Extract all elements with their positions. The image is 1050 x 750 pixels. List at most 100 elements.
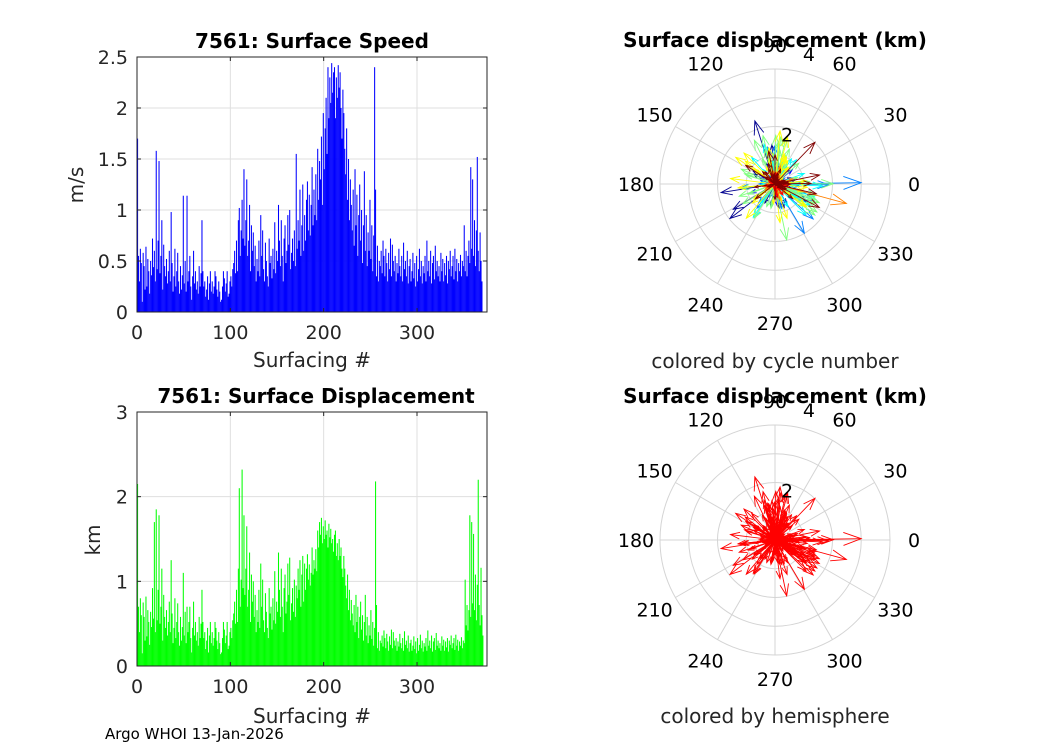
bar	[183, 283, 185, 312]
y-tick-label: 2.5	[98, 47, 128, 69]
bar	[204, 281, 206, 312]
arrow-head	[802, 208, 815, 220]
arrow-head	[764, 170, 770, 176]
bar	[236, 621, 238, 666]
bar	[173, 627, 175, 666]
arrow-head	[800, 539, 809, 546]
bar	[225, 635, 227, 666]
bar	[450, 635, 452, 666]
bar	[481, 615, 483, 666]
bar	[352, 189, 354, 312]
arrow-head	[761, 134, 770, 147]
bar	[187, 281, 189, 312]
arrow-head	[734, 512, 746, 523]
bar	[429, 276, 431, 312]
displacement-arrow	[745, 520, 776, 541]
bar	[171, 613, 173, 666]
bar	[283, 238, 285, 312]
bar	[427, 630, 429, 666]
displacement-arrow	[774, 539, 817, 551]
bar	[348, 589, 350, 666]
bar	[153, 522, 155, 666]
bar	[192, 627, 194, 666]
bar	[206, 640, 208, 666]
bar	[198, 266, 200, 312]
bar	[336, 543, 338, 666]
bar	[452, 643, 454, 666]
bar	[480, 261, 482, 312]
bar	[254, 245, 256, 312]
bar	[152, 618, 154, 666]
y-tick-label: 0	[116, 302, 128, 324]
displacement-arrow	[745, 164, 776, 185]
bar	[140, 615, 142, 666]
bar	[438, 648, 440, 666]
bar	[403, 650, 405, 666]
bar	[418, 248, 420, 312]
bar	[325, 534, 327, 666]
bar	[234, 601, 236, 666]
arrow-head	[761, 514, 768, 522]
y-tick-label: 0.5	[98, 251, 128, 273]
bar	[226, 621, 228, 666]
displacement-arrow	[774, 525, 781, 541]
bar	[475, 620, 477, 666]
bar	[364, 250, 366, 312]
bar	[223, 629, 225, 666]
bar	[330, 102, 332, 313]
polar-angle-label: 90	[763, 35, 787, 57]
arrow-head	[747, 189, 755, 195]
bar	[217, 296, 219, 312]
bar	[392, 261, 394, 312]
bar	[458, 263, 460, 312]
bar	[168, 250, 170, 312]
bar	[414, 263, 416, 312]
arrow-head	[809, 173, 821, 181]
bar	[445, 647, 448, 666]
bar	[229, 281, 231, 312]
bar	[182, 195, 184, 312]
arrow-head	[797, 528, 806, 535]
bar	[366, 266, 368, 312]
bar	[469, 515, 471, 666]
arrow-head	[787, 525, 793, 531]
arrow-head	[821, 178, 835, 189]
displacement-xlabel: Surfacing #	[253, 704, 371, 728]
bar	[314, 215, 316, 312]
bar	[155, 509, 157, 666]
arrow-head	[800, 183, 809, 190]
bar	[326, 153, 328, 312]
bar	[291, 238, 294, 312]
bar	[269, 263, 271, 312]
bar	[470, 167, 472, 312]
bar	[217, 649, 219, 666]
bar	[305, 240, 307, 312]
bar	[469, 263, 471, 312]
arrow-head	[773, 551, 777, 558]
arrow-head	[803, 141, 816, 155]
bar	[403, 242, 405, 312]
bar	[152, 267, 154, 312]
bar	[219, 291, 221, 312]
arrow-head	[777, 195, 781, 202]
bar	[162, 289, 164, 312]
bar	[390, 629, 392, 666]
displacement-arrow	[753, 539, 776, 575]
bar	[361, 629, 363, 666]
bar	[257, 271, 259, 312]
bar	[294, 616, 296, 666]
bar	[415, 641, 417, 666]
bar	[245, 568, 247, 666]
arrow-head	[753, 494, 763, 507]
arrow-head	[736, 539, 747, 547]
bar	[329, 537, 331, 666]
bar	[361, 263, 364, 312]
bar	[447, 651, 449, 666]
bar	[200, 273, 202, 312]
arrow-head	[753, 138, 763, 151]
bar	[416, 255, 418, 312]
arrow-head	[728, 563, 742, 576]
bar	[357, 255, 359, 312]
arrow-head	[779, 227, 789, 242]
displacement-arrow	[768, 151, 776, 185]
